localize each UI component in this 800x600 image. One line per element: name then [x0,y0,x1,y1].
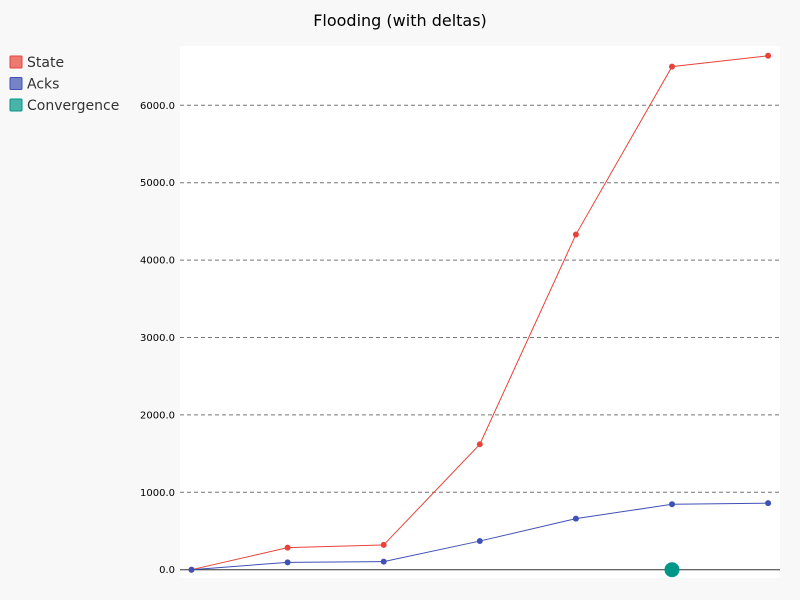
data-point-acks[interactable] [476,538,483,545]
y-tick-label: 2000.0 [140,410,175,421]
data-point-state[interactable] [669,63,675,70]
series-group [188,52,772,573]
data-point-acks[interactable] [380,558,387,565]
legend-swatch-convergence [9,98,23,112]
legend-item-acks[interactable]: Acks [9,77,59,93]
data-point-state[interactable] [380,541,387,548]
data-point-acks[interactable] [284,559,291,566]
chart-title: Flooding (with deltas) [313,11,487,30]
y-tick-label: 0.0 [159,565,175,576]
data-point-acks[interactable] [188,566,195,573]
y-tick-labels: 0.0 1000.0 2000.0 3000.0 4000.0 5000.0 6000.0 [140,101,175,576]
y-tick-label: 1000.0 [140,488,175,499]
y-tick-label: 3000.0 [140,333,175,344]
data-point-acks[interactable] [572,515,579,522]
legend-label-acks: Acks [27,77,59,93]
legend-swatch-acks [9,77,23,90]
data-point-acks[interactable] [765,500,772,507]
y-tick-label: 6000.0 [140,101,175,112]
series-acks [188,500,772,573]
legend: State Acks Convergence [9,55,119,114]
convergence-markers [664,562,680,578]
legend-item-state[interactable]: State [9,55,64,71]
data-point-state[interactable] [572,231,579,238]
legend-swatch-state [9,55,23,69]
data-point-state[interactable] [476,441,483,448]
legend-label-convergence: Convergence [27,98,119,114]
grid-lines [180,104,780,493]
legend-label-state: State [27,55,64,71]
y-tick-label: 5000.0 [140,178,175,189]
y-tick-label: 4000.0 [140,256,175,267]
data-point-acks[interactable] [669,501,675,508]
legend-item-convergence[interactable]: Convergence [9,98,119,114]
convergence-marker[interactable] [664,562,680,578]
series-state [188,52,772,573]
data-point-state[interactable] [765,52,772,59]
plot-area [180,46,780,578]
data-point-state[interactable] [284,544,291,551]
